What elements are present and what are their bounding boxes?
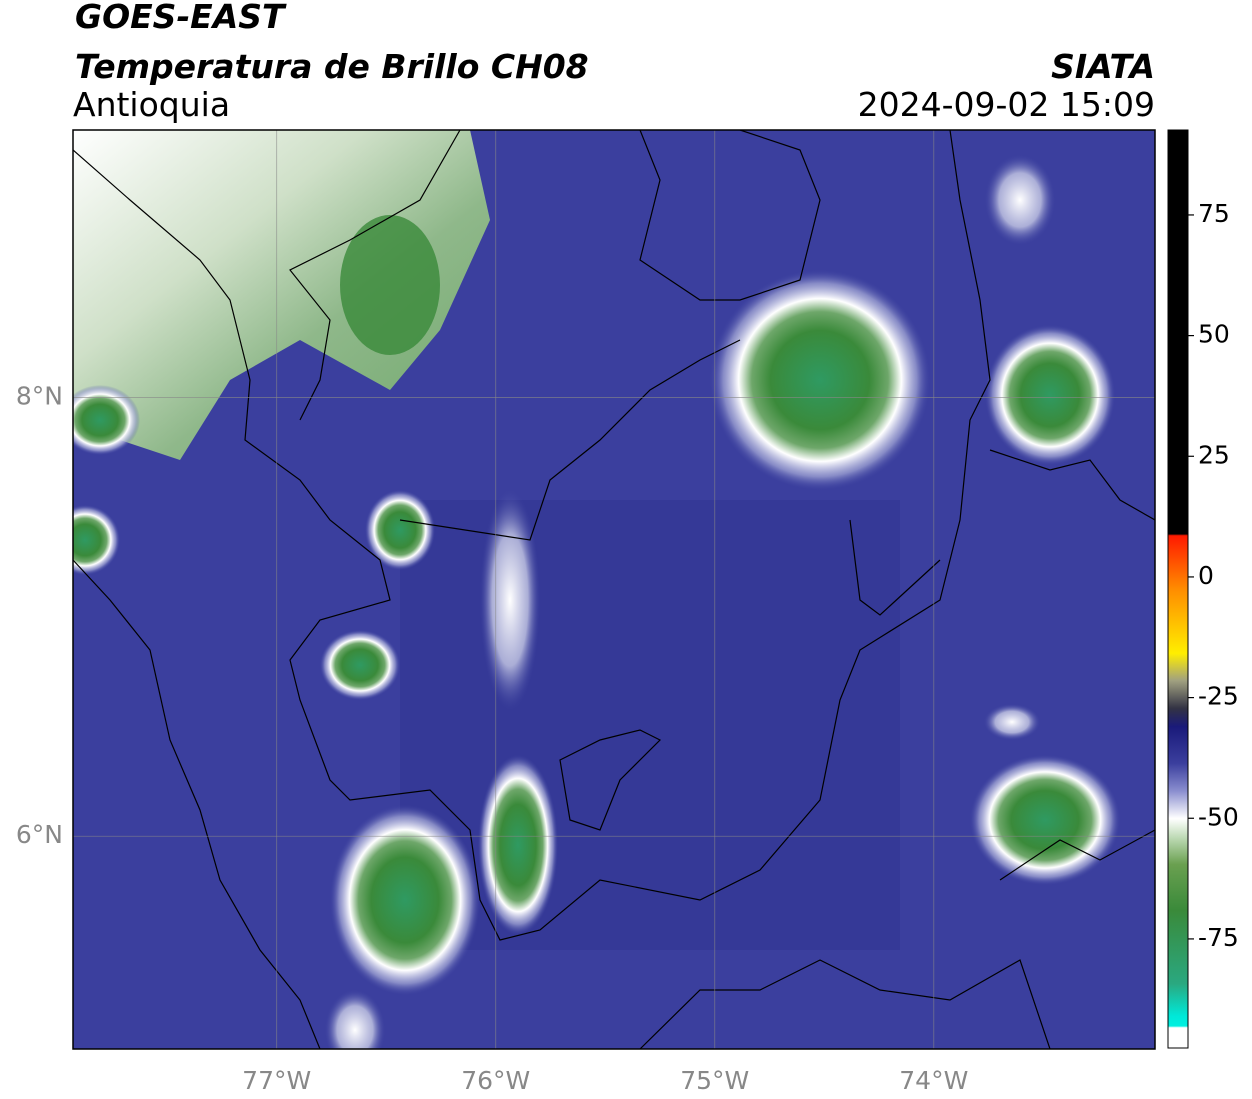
colorbar-tick-label: -25	[1198, 682, 1239, 711]
x-tick-label: 74°W	[899, 1066, 968, 1095]
colorbar	[1168, 130, 1188, 1048]
nw-cloud	[73, 130, 490, 460]
colorbar-holder	[1168, 130, 1188, 1048]
cloud-core	[340, 215, 440, 355]
colorbar-frame	[1167, 129, 1189, 1049]
datetime: 2024-09-02 15:09	[858, 85, 1155, 124]
y-tick-label: 6°N	[16, 820, 63, 849]
cloud-cell	[365, 490, 435, 570]
subtitle: Temperatura de Brillo CH08	[75, 47, 589, 86]
x-tick-label: 77°W	[242, 1066, 311, 1095]
x-tick-label: 76°W	[461, 1066, 530, 1095]
colorbar-ticks: -75 -50 -25 0 25 50 75	[1188, 199, 1239, 952]
y-tick-label: 8°N	[16, 382, 63, 411]
cloud-cell	[330, 805, 480, 995]
x-tick-label: 75°W	[680, 1066, 749, 1095]
region: Antioquia	[73, 85, 230, 124]
grid	[73, 130, 1155, 1049]
cloud-band	[480, 490, 540, 710]
cloud-cell	[984, 704, 1040, 740]
map-image	[73, 130, 1155, 1049]
colorbar-tick-label: 75	[1198, 199, 1230, 228]
colorbar-tick-label: -50	[1198, 802, 1239, 831]
map-frame	[72, 129, 1156, 1050]
cloud-cell	[970, 755, 1120, 885]
source: SIATA	[1051, 47, 1155, 86]
colorbar-tick-label: 25	[1198, 440, 1230, 469]
cloud-cell	[73, 385, 140, 455]
cloud-cell	[985, 325, 1115, 465]
cloud-cell	[325, 990, 385, 1049]
colorbar-tick-label: 0	[1198, 561, 1214, 590]
borders	[73, 130, 1155, 1049]
colorbar-tick-label: -75	[1198, 923, 1239, 952]
cloud-cell	[710, 270, 930, 490]
title: GOES-EAST	[75, 0, 287, 36]
cloud-cell	[320, 630, 400, 700]
colorbar-tick-label: 50	[1198, 320, 1230, 349]
cloud-cell	[478, 755, 558, 935]
cloud-cell	[73, 505, 120, 575]
cloud-cell	[985, 155, 1055, 245]
